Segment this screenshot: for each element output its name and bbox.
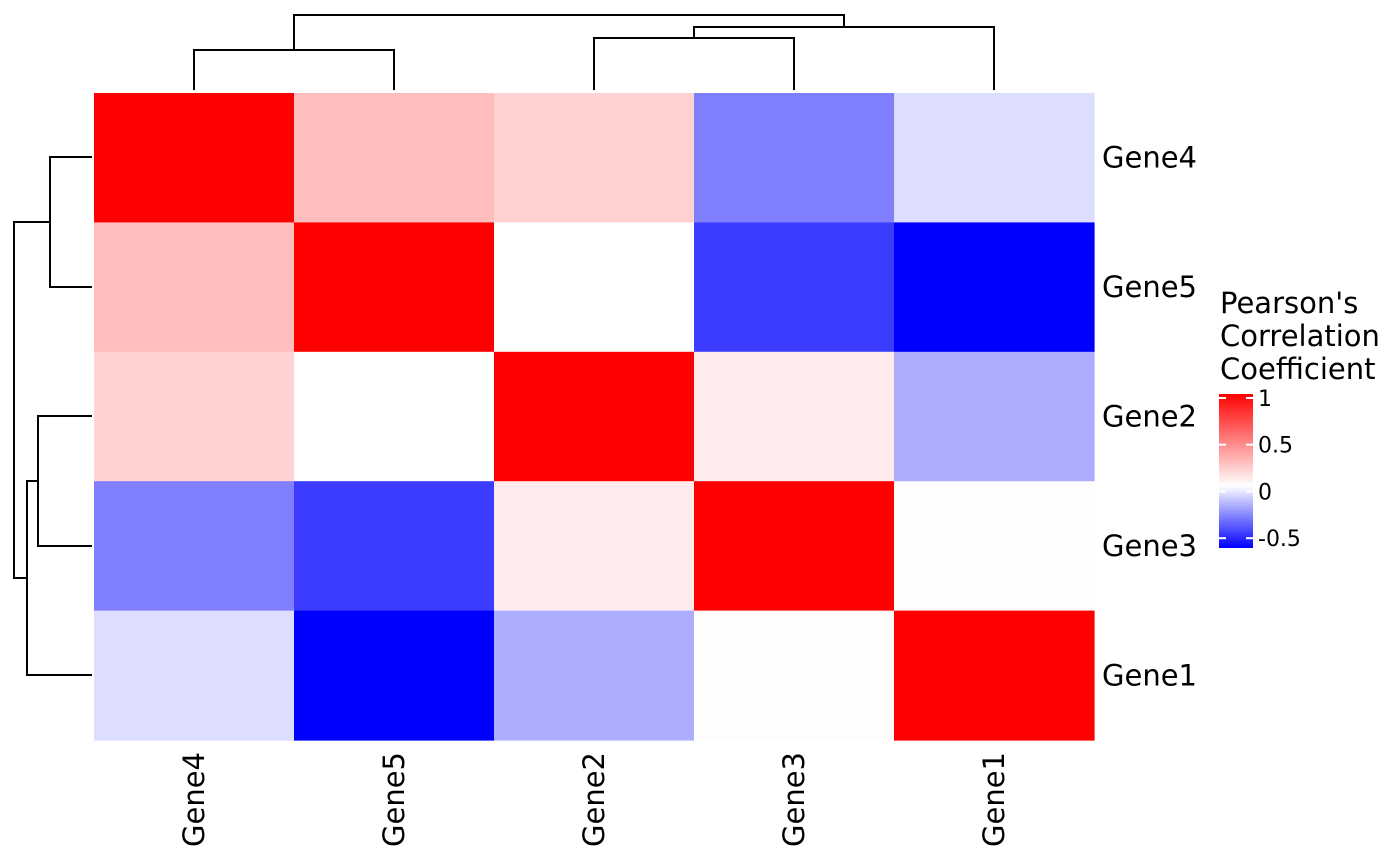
heatmap-cell-gene4-gene2 — [494, 93, 695, 223]
legend-tick-label: 0 — [1258, 480, 1272, 505]
heatmap-cell-gene4-gene1 — [894, 93, 1095, 223]
column-label-gene4: Gene4 — [177, 752, 211, 847]
heatmap-cells — [94, 93, 1095, 741]
row-label-gene3: Gene3 — [1102, 529, 1197, 563]
column-label-gene3: Gene3 — [777, 752, 811, 847]
heatmap-cell-gene3-gene4 — [94, 481, 295, 612]
color-legend: Pearson's Correlation Coefficient 1 0.5 0 -… — [1219, 286, 1380, 552]
heatmap-cell-gene1-gene5 — [294, 610, 495, 741]
heatmap-cell-gene2-gene4 — [94, 351, 295, 482]
row-labels: Gene4 Gene5 Gene2 Gene3 Gene1 — [1102, 141, 1197, 693]
heatmap-cell-gene5-gene4 — [94, 222, 295, 353]
heatmap-cell-gene5-gene2 — [494, 222, 695, 353]
heatmap-cell-gene2-gene2 — [494, 351, 695, 482]
heatmap-cell-gene4-gene4 — [94, 93, 295, 223]
heatmap-cell-gene2-gene5 — [294, 351, 495, 482]
row-label-gene5: Gene5 — [1102, 270, 1197, 304]
row-label-gene1: Gene1 — [1102, 658, 1197, 692]
heatmap-cell-gene1-gene1 — [894, 610, 1095, 741]
heatmap-cell-gene1-gene2 — [494, 610, 695, 741]
heatmap-cell-gene4-gene3 — [694, 93, 895, 223]
row-dendrogram — [13, 156, 92, 676]
legend-title-line-1: Pearson's — [1220, 286, 1358, 320]
column-label-gene1: Gene1 — [977, 752, 1011, 847]
heatmap-cell-gene3-gene3 — [694, 481, 895, 612]
legend-tick-label: -0.5 — [1258, 527, 1301, 552]
legend-color-bar — [1219, 394, 1253, 548]
column-labels: Gene4 Gene5 Gene2 Gene3 Gene1 — [177, 752, 1011, 847]
column-dendrogram — [193, 14, 995, 90]
row-label-gene2: Gene2 — [1102, 400, 1197, 434]
column-label-gene2: Gene2 — [577, 752, 611, 847]
heatmap-cell-gene1-gene3 — [694, 610, 895, 741]
heatmap-cell-gene3-gene2 — [494, 481, 695, 612]
column-label-gene5: Gene5 — [377, 752, 411, 847]
heatmap-cell-gene5-gene3 — [694, 222, 895, 353]
heatmap-cell-gene5-gene5 — [294, 222, 495, 353]
heatmap-cell-gene1-gene4 — [94, 610, 295, 741]
legend-title-line-2: Correlation — [1220, 319, 1380, 353]
legend-title-line-3: Coefficient — [1220, 352, 1375, 386]
heatmap-cell-gene2-gene3 — [694, 351, 895, 482]
legend-tick-label: 1 — [1258, 387, 1272, 412]
legend-tick-label: 0.5 — [1258, 434, 1293, 459]
heatmap-cell-gene3-gene5 — [294, 481, 495, 612]
heatmap-cell-gene3-gene1 — [894, 481, 1095, 612]
heatmap-cell-gene2-gene1 — [894, 351, 1095, 482]
heatmap-cell-gene5-gene1 — [894, 222, 1095, 353]
row-label-gene4: Gene4 — [1102, 141, 1197, 175]
legend-ticks: 1 0.5 0 -0.5 — [1219, 387, 1301, 552]
heatmap-cell-gene4-gene5 — [294, 93, 495, 223]
